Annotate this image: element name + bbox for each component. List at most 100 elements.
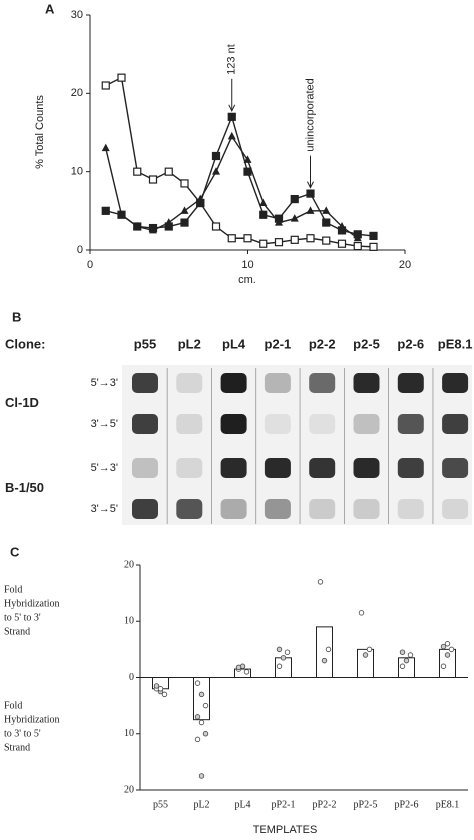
bar — [193, 677, 210, 721]
band — [442, 499, 469, 519]
band — [220, 458, 247, 478]
point — [198, 773, 205, 779]
point — [243, 669, 250, 675]
marker — [259, 198, 268, 206]
x-tick-label: 20 — [399, 259, 411, 271]
point — [276, 646, 283, 653]
marker — [259, 210, 268, 219]
x-tick-label: 10 — [241, 259, 253, 271]
band — [264, 499, 291, 519]
point — [399, 663, 406, 669]
marker — [212, 167, 220, 175]
marker — [306, 206, 315, 214]
marker — [322, 218, 331, 227]
marker — [290, 235, 299, 244]
y-axis-title: Strand — [4, 742, 30, 753]
panel-label: B — [12, 309, 21, 324]
point — [276, 663, 283, 669]
strand-label: 3'→5' — [91, 418, 118, 430]
column-label: pE8.1 — [438, 336, 473, 351]
column-label: p2-5 — [353, 336, 380, 351]
point — [235, 664, 242, 671]
bar — [439, 648, 456, 678]
marker — [117, 210, 126, 218]
marker — [133, 167, 142, 176]
strand-label: 5'→3' — [91, 462, 118, 474]
point — [325, 646, 332, 653]
marker — [164, 167, 173, 176]
marker — [227, 234, 236, 243]
x-tick-label: pP2-5 — [354, 799, 378, 810]
point — [366, 646, 373, 653]
marker — [180, 206, 189, 214]
marker — [338, 222, 346, 230]
x-tick-label: pE8.1 — [436, 799, 460, 810]
marker — [148, 175, 158, 184]
y-axis-title: to 5' to 3' — [4, 612, 41, 623]
marker — [211, 151, 221, 161]
marker — [322, 206, 331, 214]
marker — [337, 239, 347, 248]
band — [442, 373, 469, 393]
marker — [275, 218, 283, 226]
band — [176, 414, 203, 434]
marker — [101, 81, 110, 90]
panel-label: A — [45, 1, 55, 16]
band — [353, 373, 380, 393]
point — [407, 652, 414, 658]
marker — [117, 73, 126, 82]
bar — [357, 648, 374, 678]
band — [264, 458, 291, 478]
band — [442, 458, 469, 478]
band — [397, 414, 424, 434]
band — [309, 373, 336, 393]
x-tick-label: pP2-2 — [313, 799, 337, 810]
point — [194, 714, 201, 720]
y-axis-title: Hybridization — [4, 598, 60, 609]
point — [440, 643, 447, 650]
bar — [316, 626, 333, 678]
y-axis-title: Strand — [4, 626, 30, 637]
marker — [243, 155, 252, 163]
band — [397, 499, 424, 519]
x-tick-label: pL4 — [234, 799, 250, 810]
marker — [164, 218, 173, 226]
x-tick-label: p55 — [153, 799, 168, 810]
marker — [322, 236, 331, 245]
column-label: p2-6 — [397, 336, 424, 351]
point — [198, 719, 205, 726]
point — [444, 641, 451, 647]
marker — [306, 189, 315, 198]
marker — [227, 112, 236, 121]
y-tick-label: 30 — [71, 9, 83, 21]
marker — [211, 222, 221, 231]
point — [444, 652, 451, 658]
band — [353, 458, 380, 478]
blot-header: Clone: — [5, 336, 45, 351]
band — [132, 458, 158, 478]
point — [194, 736, 201, 743]
column-label: pL4 — [222, 336, 246, 351]
column-label: p55 — [134, 336, 156, 351]
strand-label: 5'→3' — [91, 377, 118, 389]
x-axis-title: cm. — [238, 274, 256, 286]
point — [194, 680, 201, 686]
marker — [243, 167, 252, 176]
band — [309, 458, 336, 478]
marker — [274, 238, 284, 247]
marker — [353, 233, 362, 242]
point — [202, 731, 209, 737]
y-tick-label: 0 — [129, 672, 134, 683]
band — [220, 499, 247, 519]
x-axis-title: TEMPLATES — [253, 824, 318, 836]
marker — [227, 131, 236, 140]
band — [397, 458, 424, 478]
y-tick-label: 10 — [71, 166, 83, 178]
arrow-head — [228, 104, 236, 112]
point — [198, 691, 205, 698]
point — [161, 691, 168, 698]
column-label: p2-2 — [309, 336, 336, 351]
band — [264, 414, 291, 434]
strand-label: 3'→5' — [91, 503, 118, 515]
